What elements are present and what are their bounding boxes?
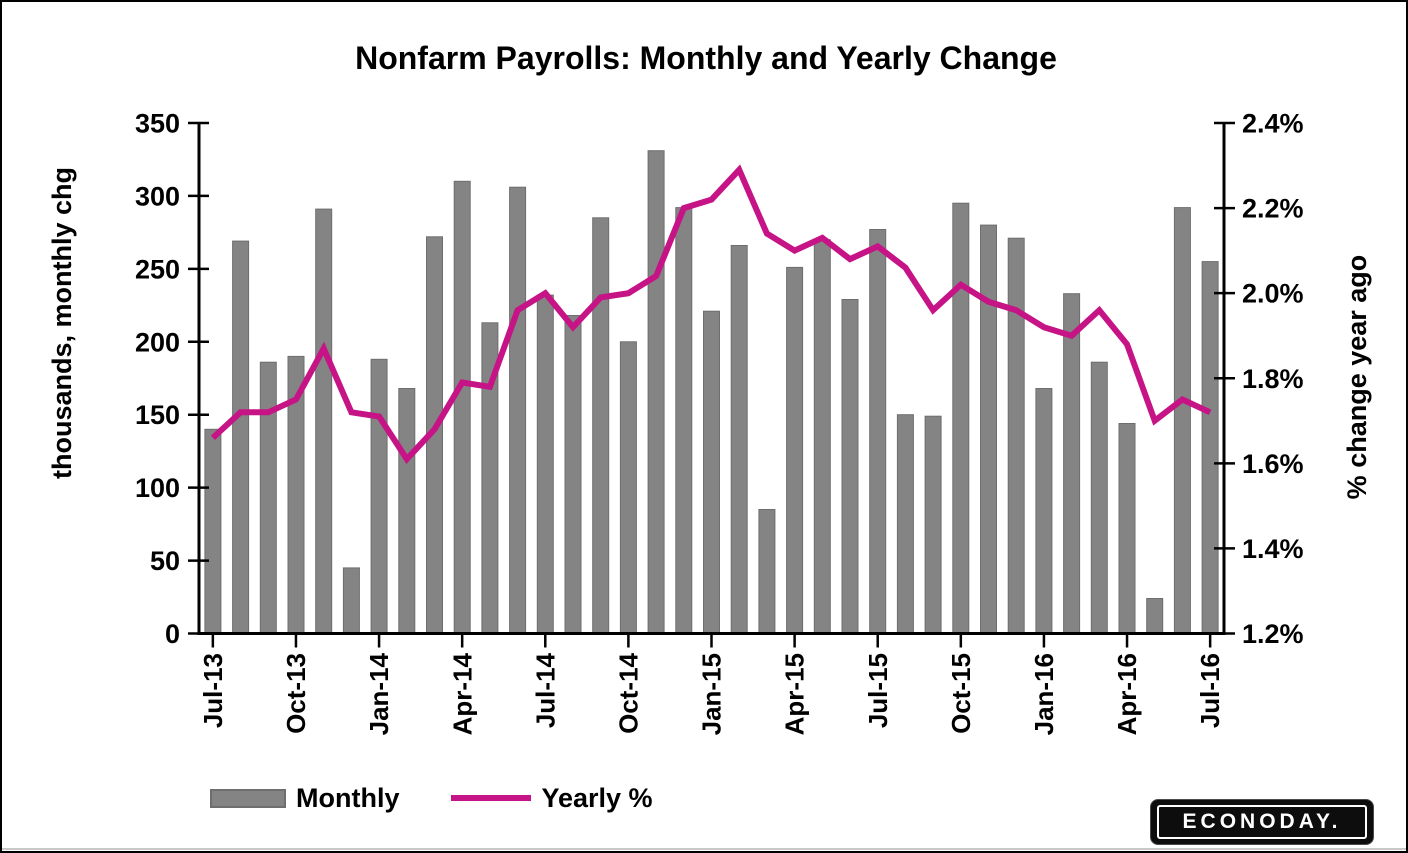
bar-Jun-14 xyxy=(509,186,527,634)
bar-Sep-14 xyxy=(592,217,610,635)
legend-monthly-label: Monthly xyxy=(296,782,400,813)
left-tick-label: 0 xyxy=(165,619,180,649)
bar-Dec-14 xyxy=(675,207,693,634)
x-tick-label: Apr-15 xyxy=(780,653,810,735)
left-tick-label: 300 xyxy=(135,181,180,211)
bar-Apr-14 xyxy=(453,180,471,635)
bar-Jul-14 xyxy=(536,294,554,634)
bar-Feb-15 xyxy=(730,245,748,634)
x-tick-label: Jan-14 xyxy=(364,652,394,735)
yearly-line xyxy=(210,164,1212,464)
x-tick-label: Jan-16 xyxy=(1029,653,1059,735)
econoday-logo: ECONODAY. xyxy=(1150,799,1374,845)
bar-Jul-13 xyxy=(204,428,222,634)
bar-May-16 xyxy=(1146,598,1164,634)
x-tick-label: Jul-14 xyxy=(530,652,560,728)
bar-Oct-15 xyxy=(952,202,970,634)
x-tick-label: Oct-15 xyxy=(946,653,976,734)
bar-Sep-15 xyxy=(924,415,942,635)
bar-Nov-13 xyxy=(315,208,333,634)
bar-Jul-15 xyxy=(869,229,887,634)
bar-Jan-16 xyxy=(1035,388,1053,634)
bar-May-15 xyxy=(813,239,831,634)
bar-Mar-16 xyxy=(1090,361,1108,634)
x-tick-label: Oct-14 xyxy=(614,652,644,733)
bar-Aug-13 xyxy=(232,240,250,634)
econoday-logo-text: ECONODAY. xyxy=(1157,805,1367,839)
right-tick-label: 1.6% xyxy=(1242,449,1304,479)
left-tick-label: 150 xyxy=(135,400,180,430)
bar-Sep-13 xyxy=(259,361,277,634)
left-tick-label: 350 xyxy=(135,109,180,139)
bar-Jan-14 xyxy=(370,358,388,634)
bar-Nov-14 xyxy=(647,150,665,634)
bar-Aug-15 xyxy=(896,414,914,635)
right-tick-label: 2.0% xyxy=(1242,279,1304,309)
bar-Nov-15 xyxy=(980,224,997,634)
x-tick-label: Apr-14 xyxy=(447,652,477,735)
legend: Monthly Yearly % xyxy=(210,778,653,818)
chart-title: Nonfarm Payrolls: Monthly and Yearly Cha… xyxy=(355,40,1057,76)
bar-Jan-15 xyxy=(703,310,720,634)
bar-Feb-14 xyxy=(398,388,416,634)
bar-Apr-15 xyxy=(786,266,804,634)
bar-Mar-15 xyxy=(758,509,776,634)
bar-Jul-16 xyxy=(1201,261,1219,634)
legend-yearly-label: Yearly % xyxy=(541,782,653,813)
right-tick-label: 2.4% xyxy=(1242,109,1304,139)
left-tick-label: 200 xyxy=(135,327,180,357)
bar-Oct-14 xyxy=(619,341,637,634)
right-tick-label: 1.2% xyxy=(1242,619,1304,649)
bar-Feb-16 xyxy=(1063,293,1081,634)
x-tick-label: Apr-16 xyxy=(1112,653,1142,735)
bar-Jun-16 xyxy=(1173,207,1191,634)
right-tick-label: 1.4% xyxy=(1242,534,1304,564)
bottom-rule xyxy=(2,848,1406,850)
bar-Aug-14 xyxy=(564,315,582,634)
bar-Apr-16 xyxy=(1118,423,1136,634)
bar-Dec-13 xyxy=(342,567,360,635)
x-tick-label: Jan-15 xyxy=(697,653,727,735)
x-tick-label: Oct-13 xyxy=(281,653,311,734)
bar-Dec-15 xyxy=(1007,237,1025,634)
right-tick-label: 1.8% xyxy=(1242,364,1304,394)
x-tick-label: Jul-15 xyxy=(863,653,893,728)
left-tick-label: 250 xyxy=(135,254,180,284)
legend-line-swatch xyxy=(451,795,532,801)
left-tick-label: 50 xyxy=(150,546,180,576)
bar-Jun-15 xyxy=(841,299,859,634)
right-tick-label: 2.2% xyxy=(1242,194,1304,224)
legend-bar-swatch xyxy=(210,788,286,808)
left-tick-label: 100 xyxy=(135,473,180,503)
x-tick-label: Jul-16 xyxy=(1195,653,1225,728)
x-tick-label: Jul-13 xyxy=(198,653,228,728)
